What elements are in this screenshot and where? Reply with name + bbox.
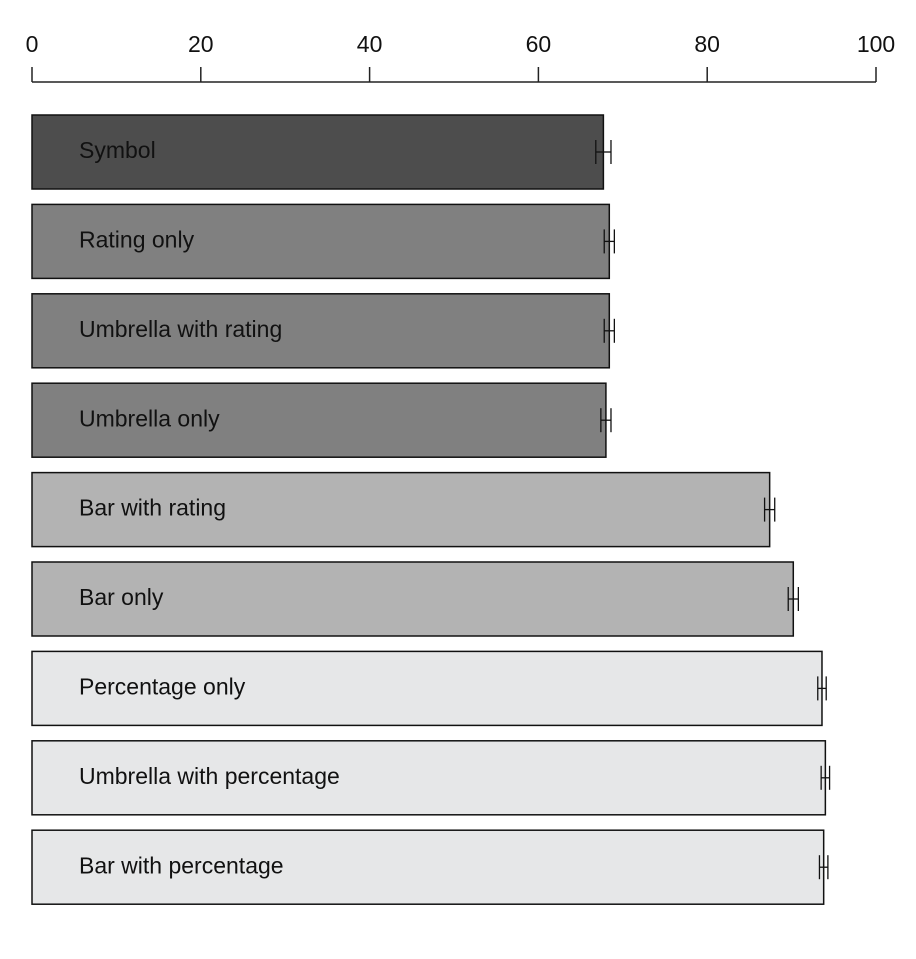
bar: [31, 382, 607, 458]
bar: [31, 650, 823, 727]
x-tick-label: 40: [357, 31, 383, 57]
category-label: Bar with percentage: [79, 852, 284, 878]
x-tick-label: 100: [857, 31, 895, 57]
category-label: Percentage only: [79, 673, 246, 699]
category-label: Rating only: [79, 226, 195, 252]
bar: [31, 471, 771, 548]
bar: [31, 561, 795, 637]
bar: [31, 203, 611, 280]
bar: [31, 740, 827, 816]
category-label: Bar with rating: [79, 495, 226, 521]
x-tick-label: 0: [26, 31, 39, 57]
bar: [31, 114, 605, 190]
category-label: Umbrella only: [79, 405, 220, 431]
x-tick-label: 20: [188, 31, 214, 57]
x-tick-label: 80: [694, 31, 720, 57]
category-label: Symbol: [79, 137, 156, 163]
category-label: Umbrella with rating: [79, 316, 282, 342]
bar: [31, 829, 825, 905]
category-label: Bar only: [79, 584, 164, 610]
category-label: Umbrella with percentage: [79, 763, 340, 789]
bar: [31, 293, 611, 369]
x-tick-label: 60: [526, 31, 552, 57]
